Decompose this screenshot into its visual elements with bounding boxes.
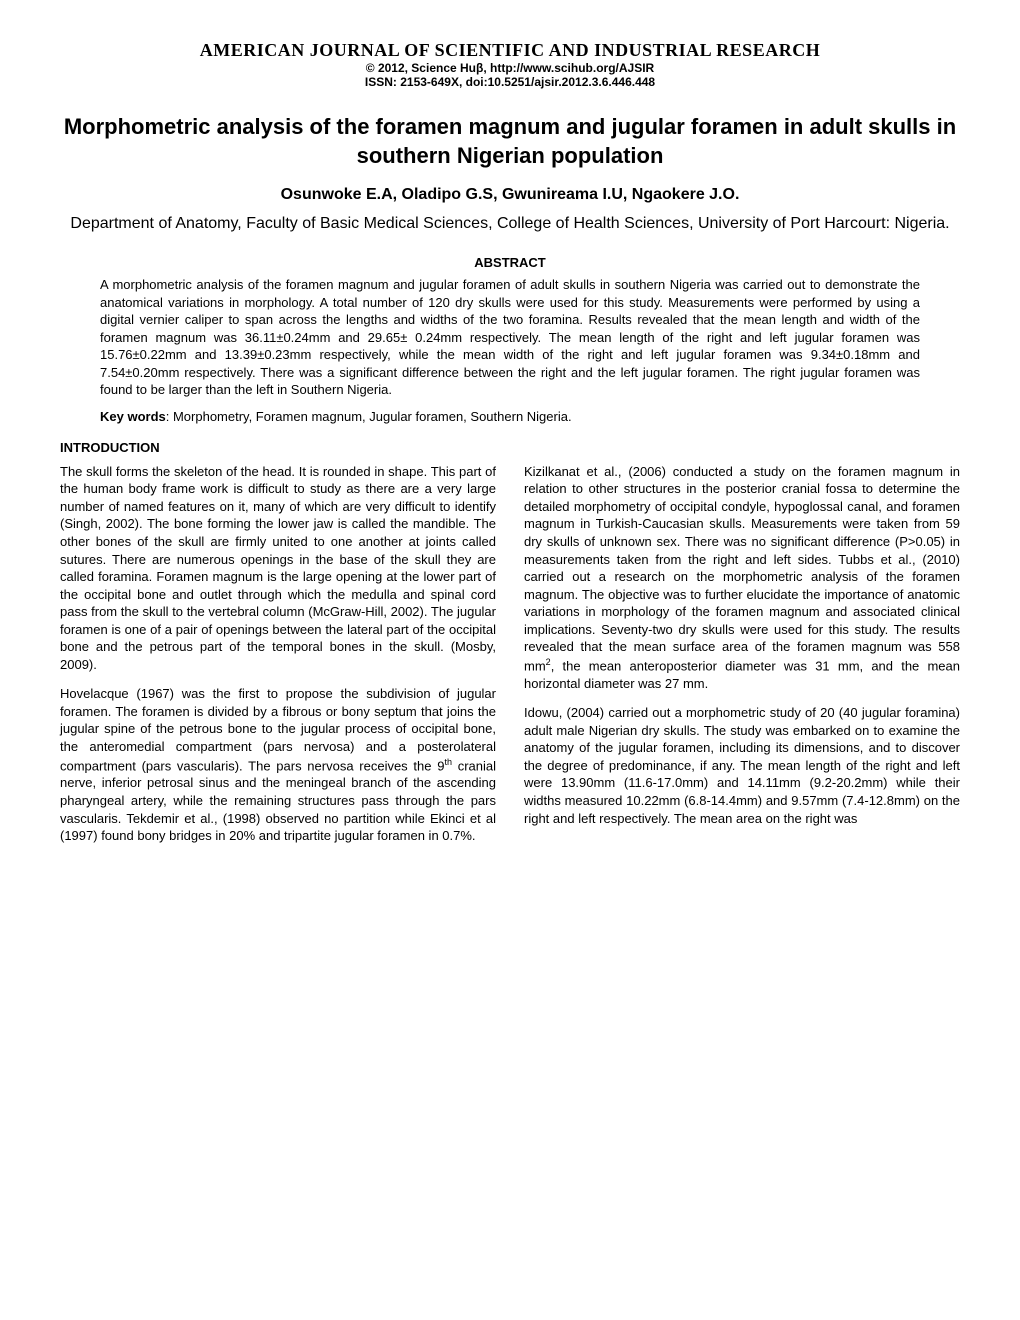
paper-affiliation: Department of Anatomy, Faculty of Basic …	[60, 214, 960, 235]
introduction-heading: INTRODUCTION	[60, 440, 960, 455]
journal-header: AMERICAN JOURNAL OF SCIENTIFIC AND INDUS…	[60, 40, 960, 89]
paragraph-1: The skull forms the skeleton of the head…	[60, 463, 496, 674]
paragraph-2-sup: th	[444, 757, 452, 767]
body-columns: The skull forms the skeleton of the head…	[60, 463, 960, 848]
keywords-text: : Morphometry, Foramen magnum, Jugular f…	[166, 409, 572, 424]
abstract-text: A morphometric analysis of the foramen m…	[100, 276, 920, 399]
abstract-heading: ABSTRACT	[60, 255, 960, 270]
paper-title: Morphometric analysis of the foramen mag…	[60, 113, 960, 170]
paragraph-3b: , the mean anteroposterior diameter was …	[524, 658, 960, 691]
keywords-label: Key words	[100, 409, 166, 424]
paper-authors: Osunwoke E.A, Oladipo G.S, Gwunireama I.…	[60, 186, 960, 204]
paragraph-4: Idowu, (2004) carried out a morphometric…	[524, 704, 960, 827]
paragraph-3: Kizilkanat et al., (2006) conducted a st…	[524, 463, 960, 692]
keywords: Key words: Morphometry, Foramen magnum, …	[100, 409, 920, 424]
paragraph-2a: Hovelacque (1967) was the first to propo…	[60, 686, 496, 773]
journal-copyright: © 2012, Science Huβ, http://www.scihub.o…	[60, 61, 960, 75]
paragraph-2: Hovelacque (1967) was the first to propo…	[60, 685, 496, 844]
paragraph-3a: Kizilkanat et al., (2006) conducted a st…	[524, 464, 960, 673]
journal-issn: ISSN: 2153-649X, doi:10.5251/ajsir.2012.…	[60, 75, 960, 89]
journal-name: AMERICAN JOURNAL OF SCIENTIFIC AND INDUS…	[60, 40, 960, 61]
